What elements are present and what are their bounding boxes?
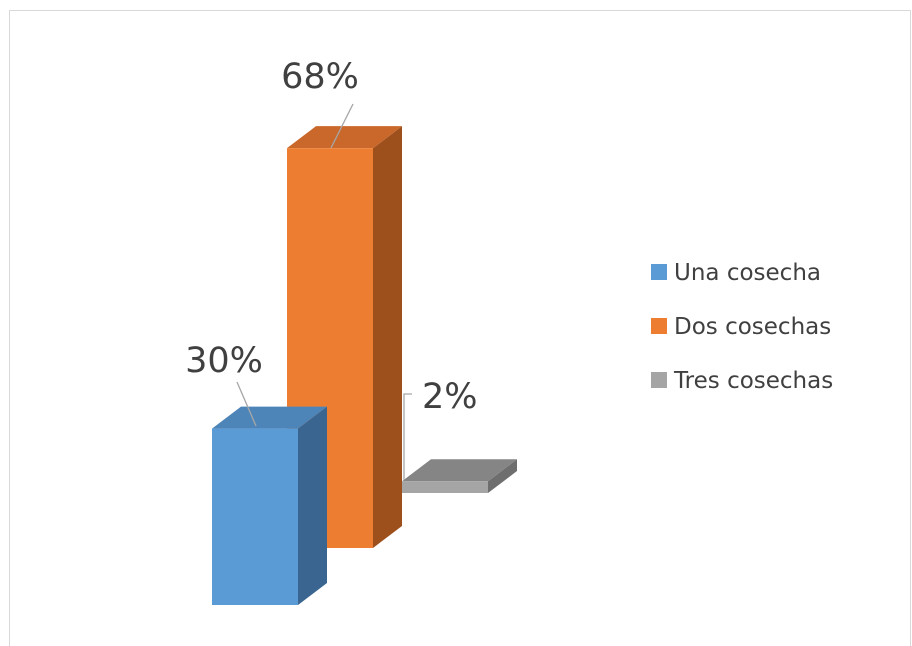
legend-entry-tres-cosechas: Tres cosechas (651, 368, 833, 394)
bar-tres-cosechas (402, 459, 517, 493)
bar-una-cosecha (212, 406, 327, 605)
legend: Una cosecha Dos cosechas Tres cosechas (651, 260, 833, 394)
legend-entry-dos-cosechas: Dos cosechas (651, 314, 831, 340)
bar-side-una-cosecha (298, 406, 327, 605)
legend-label: Dos cosechas (674, 314, 831, 340)
data-label-tres-cosechas: 2% (403, 377, 478, 480)
data-label-text: 68% (281, 57, 359, 97)
data-label-text: 30% (185, 341, 263, 381)
legend-label: Una cosecha (674, 260, 821, 286)
leader-line (330, 103, 354, 149)
bars-layer (212, 126, 517, 605)
data-labels-layer: 30% 68% 2% (185, 57, 478, 480)
data-label-una-cosecha: 30% (185, 341, 263, 427)
bar-top-dos-cosechas (287, 126, 402, 149)
bar-side-tres-cosechas (488, 459, 517, 493)
bar-top-una-cosecha (212, 406, 327, 429)
legend-swatch (651, 372, 667, 388)
legend-swatch (651, 318, 667, 334)
bar-dos-cosechas (287, 126, 402, 548)
leader-line (236, 381, 257, 427)
legend-label: Tres cosechas (673, 368, 833, 394)
legend-entry-una-cosecha: Una cosecha (651, 260, 821, 286)
data-label-text: 2% (422, 377, 478, 417)
legend-swatch (651, 264, 667, 280)
chart-frame (9, 10, 911, 646)
bar-front-una-cosecha (212, 428, 298, 605)
bar-front-tres-cosechas (402, 481, 488, 493)
leader-line (403, 393, 412, 480)
bar-side-dos-cosechas (373, 126, 402, 548)
data-label-dos-cosechas: 68% (281, 57, 359, 149)
bar-top-tres-cosechas (402, 459, 517, 482)
